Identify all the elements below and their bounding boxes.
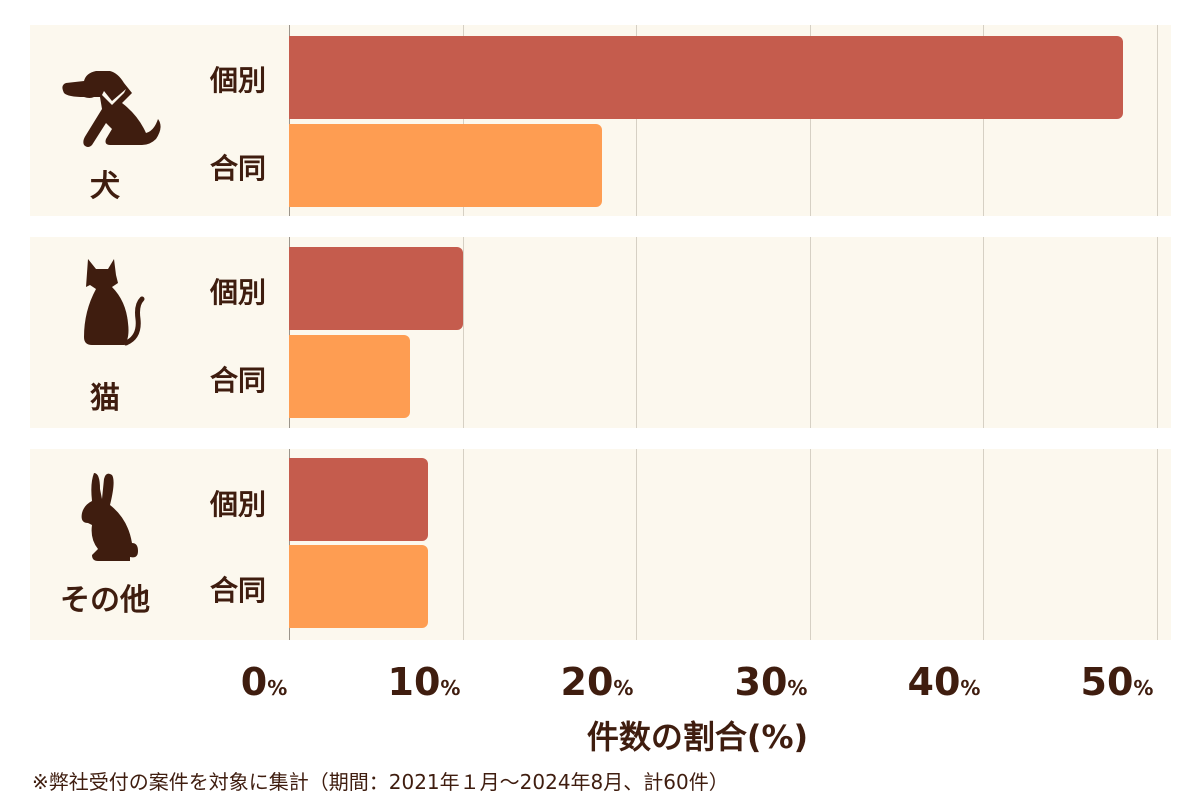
bar-cat-joint [289,335,410,418]
group-panel-other: その他 個別 合同 [30,449,1171,640]
x-tick-30: 30% [734,660,808,704]
gridline-10 [463,449,464,640]
gridline-40 [983,449,984,640]
gridline-10 [463,25,464,216]
bar-dog-joint [289,124,602,207]
bar-other-individual [289,458,428,541]
gridline-30 [810,449,811,640]
gridline-0 [289,25,290,216]
series-label-individual: 個別 [209,64,266,97]
x-tick-0: 0% [240,660,288,704]
x-tick-50: 50% [1080,660,1154,704]
group-panel-dog: 犬 個別 合同 [30,25,1171,216]
series-label-joint: 合同 [209,574,266,607]
gridline-50 [1157,237,1158,428]
gridline-30 [810,237,811,428]
series-label-joint: 合同 [209,152,266,185]
dog-icon [62,71,161,147]
rabbit-icon [81,473,138,561]
gridline-40 [983,237,984,428]
group-panel-cat: 猫 個別 合同 [30,237,1171,428]
gridline-50 [1157,25,1158,216]
gridline-10 [463,237,464,428]
group-label: 猫 [90,381,120,416]
gridline-20 [636,449,637,640]
x-axis-label: 件数の割合(%) [586,718,809,756]
gridline-0 [289,449,290,640]
series-label-individual: 個別 [209,276,266,309]
gridline-0 [289,237,290,428]
gridline-50 [1157,449,1158,640]
series-label-individual: 個別 [209,488,266,521]
cat-icon [84,259,145,346]
x-tick-20: 20% [560,660,634,704]
group-label: 犬 [90,169,120,204]
group-label: その他 [60,583,150,618]
gridline-20 [636,25,637,216]
footnote: ※弊社受付の案件を対象に集計（期間：2021年１月～2024年8月、計60件） [32,770,729,794]
gridline-40 [983,25,984,216]
series-label-joint: 合同 [209,364,266,397]
gridline-20 [636,237,637,428]
bar-dog-individual [289,36,1123,119]
x-tick-10: 10% [387,660,461,704]
x-tick-40: 40% [907,660,981,704]
gridline-30 [810,25,811,216]
bar-cat-individual [289,247,463,330]
bar-other-joint [289,545,428,628]
